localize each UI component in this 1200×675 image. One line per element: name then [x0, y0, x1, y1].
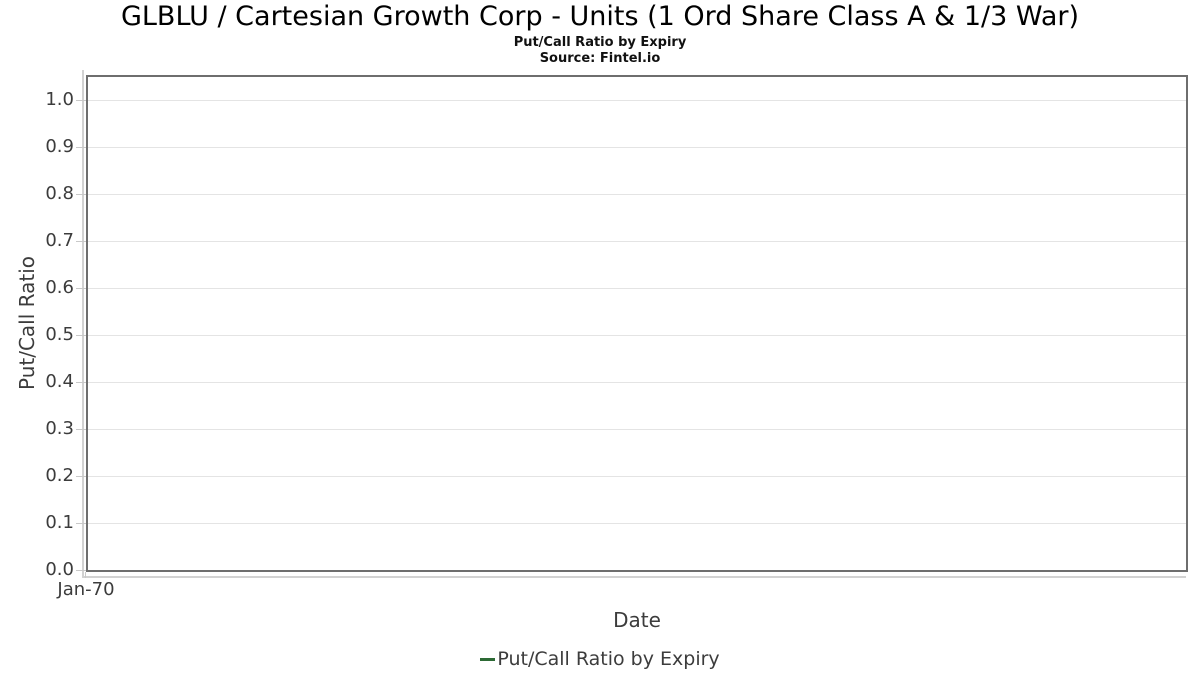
y-tick-label: 0.8: [45, 183, 74, 205]
y-tick-label: 0.1: [45, 512, 74, 534]
x-axis-tick-mark: [85, 572, 86, 578]
y-tick-mark: [76, 476, 86, 478]
y-tick-mark: [76, 100, 86, 102]
y-axis-title: Put/Call Ratio: [15, 255, 39, 391]
chart-title: GLBLU / Cartesian Growth Corp - Units (1…: [120, 1, 1080, 32]
y-tick-label: 0.5: [45, 324, 74, 346]
x-axis-title: Date: [613, 608, 661, 632]
gridline: [88, 382, 1186, 384]
y-axis-tick-marks: [76, 77, 86, 571]
y-tick-label: 1.0: [45, 89, 74, 111]
y-axis-line: [82, 70, 84, 578]
y-tick-label: 0.9: [45, 136, 74, 158]
y-tick-mark: [76, 288, 86, 290]
plot-area: [86, 75, 1188, 572]
y-tick-mark: [76, 335, 86, 337]
y-tick-mark: [76, 147, 86, 149]
gridline: [88, 335, 1186, 337]
legend-item-put-call-ratio[interactable]: Put/Call Ratio by Expiry: [480, 648, 720, 670]
y-tick-label: 0.6: [45, 277, 74, 299]
y-tick-mark: [76, 382, 86, 384]
y-tick-mark: [76, 523, 86, 525]
y-axis-ticks: 1.0 0.9 0.8 0.7 0.6 0.5 0.4 0.3 0.2 0.1 0.0: [0, 77, 74, 579]
gridline: [88, 147, 1186, 149]
y-tick-label: 0.3: [45, 418, 74, 440]
y-tick-mark: [76, 429, 86, 431]
gridline: [88, 288, 1186, 290]
legend: Put/Call Ratio by Expiry: [0, 645, 1200, 673]
chart-subtitle: Put/Call Ratio by Expiry: [513, 35, 687, 50]
gridline: [88, 100, 1186, 102]
chart-source: Source: Fintel.io: [539, 51, 661, 66]
legend-item-label: Put/Call Ratio by Expiry: [497, 648, 720, 670]
x-tick-label: Jan-70: [57, 579, 115, 600]
y-tick-label: 0.7: [45, 230, 74, 252]
y-tick-label: 0.0: [45, 559, 74, 580]
y-tick-label: 0.2: [45, 465, 74, 487]
y-tick-label: 0.4: [45, 371, 74, 393]
y-tick-mark: [76, 241, 86, 243]
gridline: [88, 429, 1186, 431]
y-tick-mark: [76, 570, 86, 571]
x-axis-line: [82, 576, 1186, 578]
gridline: [88, 523, 1186, 525]
gridline: [88, 476, 1186, 478]
y-tick-mark: [76, 194, 86, 196]
gridline: [88, 194, 1186, 196]
gridline: [88, 241, 1186, 243]
legend-line-marker: [480, 657, 496, 661]
